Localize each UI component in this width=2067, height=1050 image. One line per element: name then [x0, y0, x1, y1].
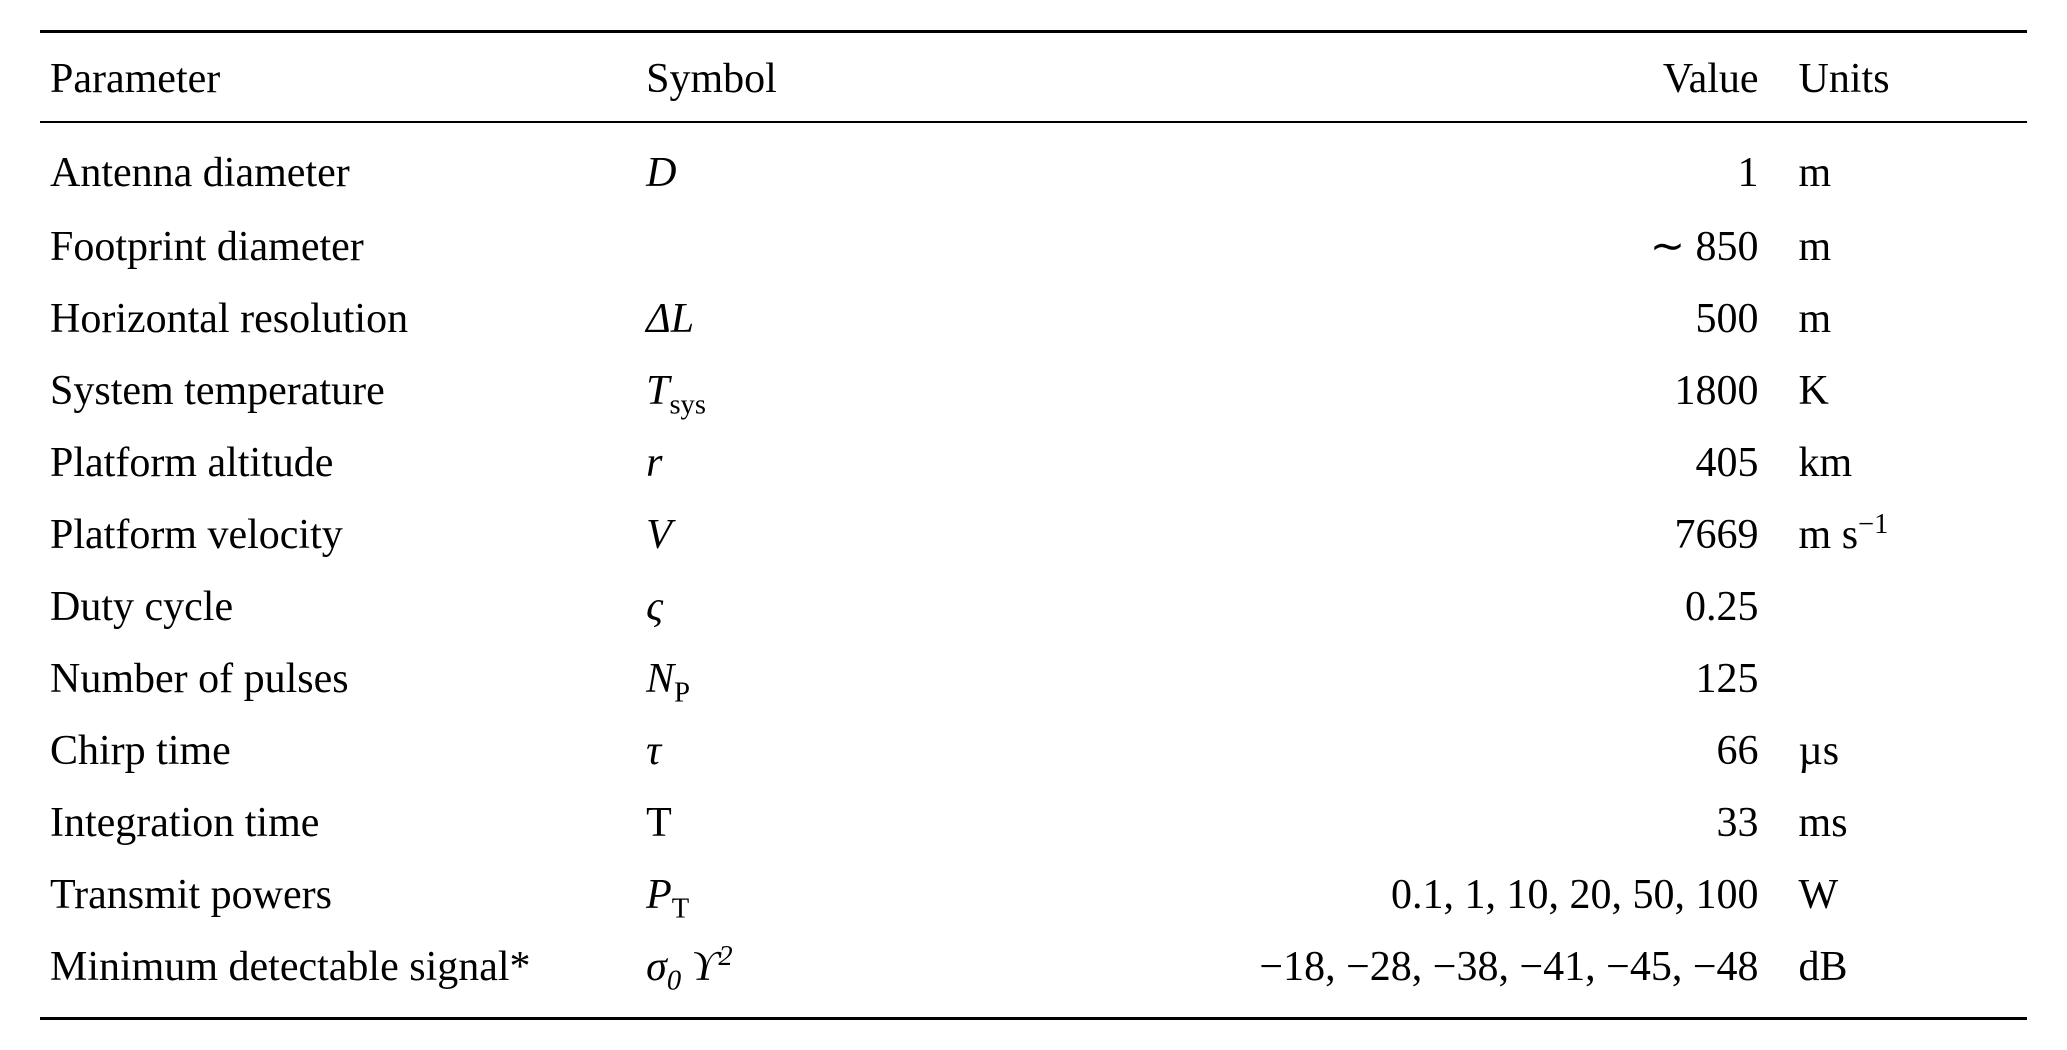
- cell-value: 1: [914, 122, 1788, 209]
- table-row: Antenna diameterD1m: [40, 122, 2027, 209]
- col-header-value: Value: [914, 32, 1788, 123]
- table-row: Chirp timeτ66µs: [40, 715, 2027, 787]
- table-row: Platform altituder405km: [40, 427, 2027, 499]
- cell-units: ms: [1789, 787, 2027, 859]
- cell-symbol: V: [636, 499, 914, 571]
- col-header-units: Units: [1789, 32, 2027, 123]
- table-row: Number of pulsesNP125: [40, 643, 2027, 715]
- table-row: Integration timeT33ms: [40, 787, 2027, 859]
- cell-parameter: Transmit powers: [40, 859, 636, 931]
- cell-units: m: [1789, 283, 2027, 355]
- cell-symbol: D: [636, 122, 914, 209]
- cell-parameter: Integration time: [40, 787, 636, 859]
- col-header-parameter: Parameter: [40, 32, 636, 123]
- table-header-row: Parameter Symbol Value Units: [40, 32, 2027, 123]
- table-row: Transmit powersPT0.1, 1, 10, 20, 50, 100…: [40, 859, 2027, 931]
- table-row: Footprint diameter ∼ 850m: [40, 209, 2027, 283]
- col-header-symbol: Symbol: [636, 32, 914, 123]
- cell-symbol: ΔL: [636, 283, 914, 355]
- cell-units: dB: [1789, 931, 2027, 1019]
- cell-value: 66: [914, 715, 1788, 787]
- cell-units: km: [1789, 427, 2027, 499]
- cell-parameter: Chirp time: [40, 715, 636, 787]
- cell-units: m s−1: [1789, 499, 2027, 571]
- cell-value: 0.1, 1, 10, 20, 50, 100: [914, 859, 1788, 931]
- cell-parameter: Platform altitude: [40, 427, 636, 499]
- cell-value: 0.25: [914, 571, 1788, 643]
- cell-parameter: Platform velocity: [40, 499, 636, 571]
- cell-value: 500: [914, 283, 1788, 355]
- cell-units: m: [1789, 209, 2027, 283]
- cell-symbol: PT: [636, 859, 914, 931]
- cell-units: [1789, 571, 2027, 643]
- cell-value: −18, −28, −38, −41, −45, −48: [914, 931, 1788, 1019]
- cell-symbol: τ: [636, 715, 914, 787]
- cell-units: [1789, 643, 2027, 715]
- cell-value: ∼ 850: [914, 209, 1788, 283]
- table-row: System temperatureTsys1800K: [40, 355, 2027, 427]
- cell-parameter: Minimum detectable signal*: [40, 931, 636, 1019]
- cell-symbol: [636, 209, 914, 283]
- cell-value: 7669: [914, 499, 1788, 571]
- table-body: Antenna diameterD1mFootprint diameter∼ 8…: [40, 122, 2027, 1019]
- table-row: Platform velocityV7669m s−1: [40, 499, 2027, 571]
- cell-value: 1800: [914, 355, 1788, 427]
- cell-units: m: [1789, 122, 2027, 209]
- cell-parameter: Duty cycle: [40, 571, 636, 643]
- cell-symbol: ς: [636, 571, 914, 643]
- cell-symbol: Tsys: [636, 355, 914, 427]
- cell-symbol: NP: [636, 643, 914, 715]
- cell-symbol: r: [636, 427, 914, 499]
- parameters-table: Parameter Symbol Value Units Antenna dia…: [40, 30, 2027, 1020]
- cell-symbol: σ0 ϒ2: [636, 931, 914, 1019]
- cell-value: 405: [914, 427, 1788, 499]
- table-row: Duty cycleς0.25: [40, 571, 2027, 643]
- cell-parameter: Footprint diameter: [40, 209, 636, 283]
- cell-parameter: Horizontal resolution: [40, 283, 636, 355]
- table-row: Minimum detectable signal*σ0 ϒ2−18, −28,…: [40, 931, 2027, 1019]
- cell-value: 125: [914, 643, 1788, 715]
- cell-units: µs: [1789, 715, 2027, 787]
- cell-parameter: System temperature: [40, 355, 636, 427]
- cell-parameter: Antenna diameter: [40, 122, 636, 209]
- cell-value: 33: [914, 787, 1788, 859]
- cell-units: W: [1789, 859, 2027, 931]
- cell-parameter: Number of pulses: [40, 643, 636, 715]
- cell-symbol: T: [636, 787, 914, 859]
- cell-units: K: [1789, 355, 2027, 427]
- table-row: Horizontal resolutionΔL500m: [40, 283, 2027, 355]
